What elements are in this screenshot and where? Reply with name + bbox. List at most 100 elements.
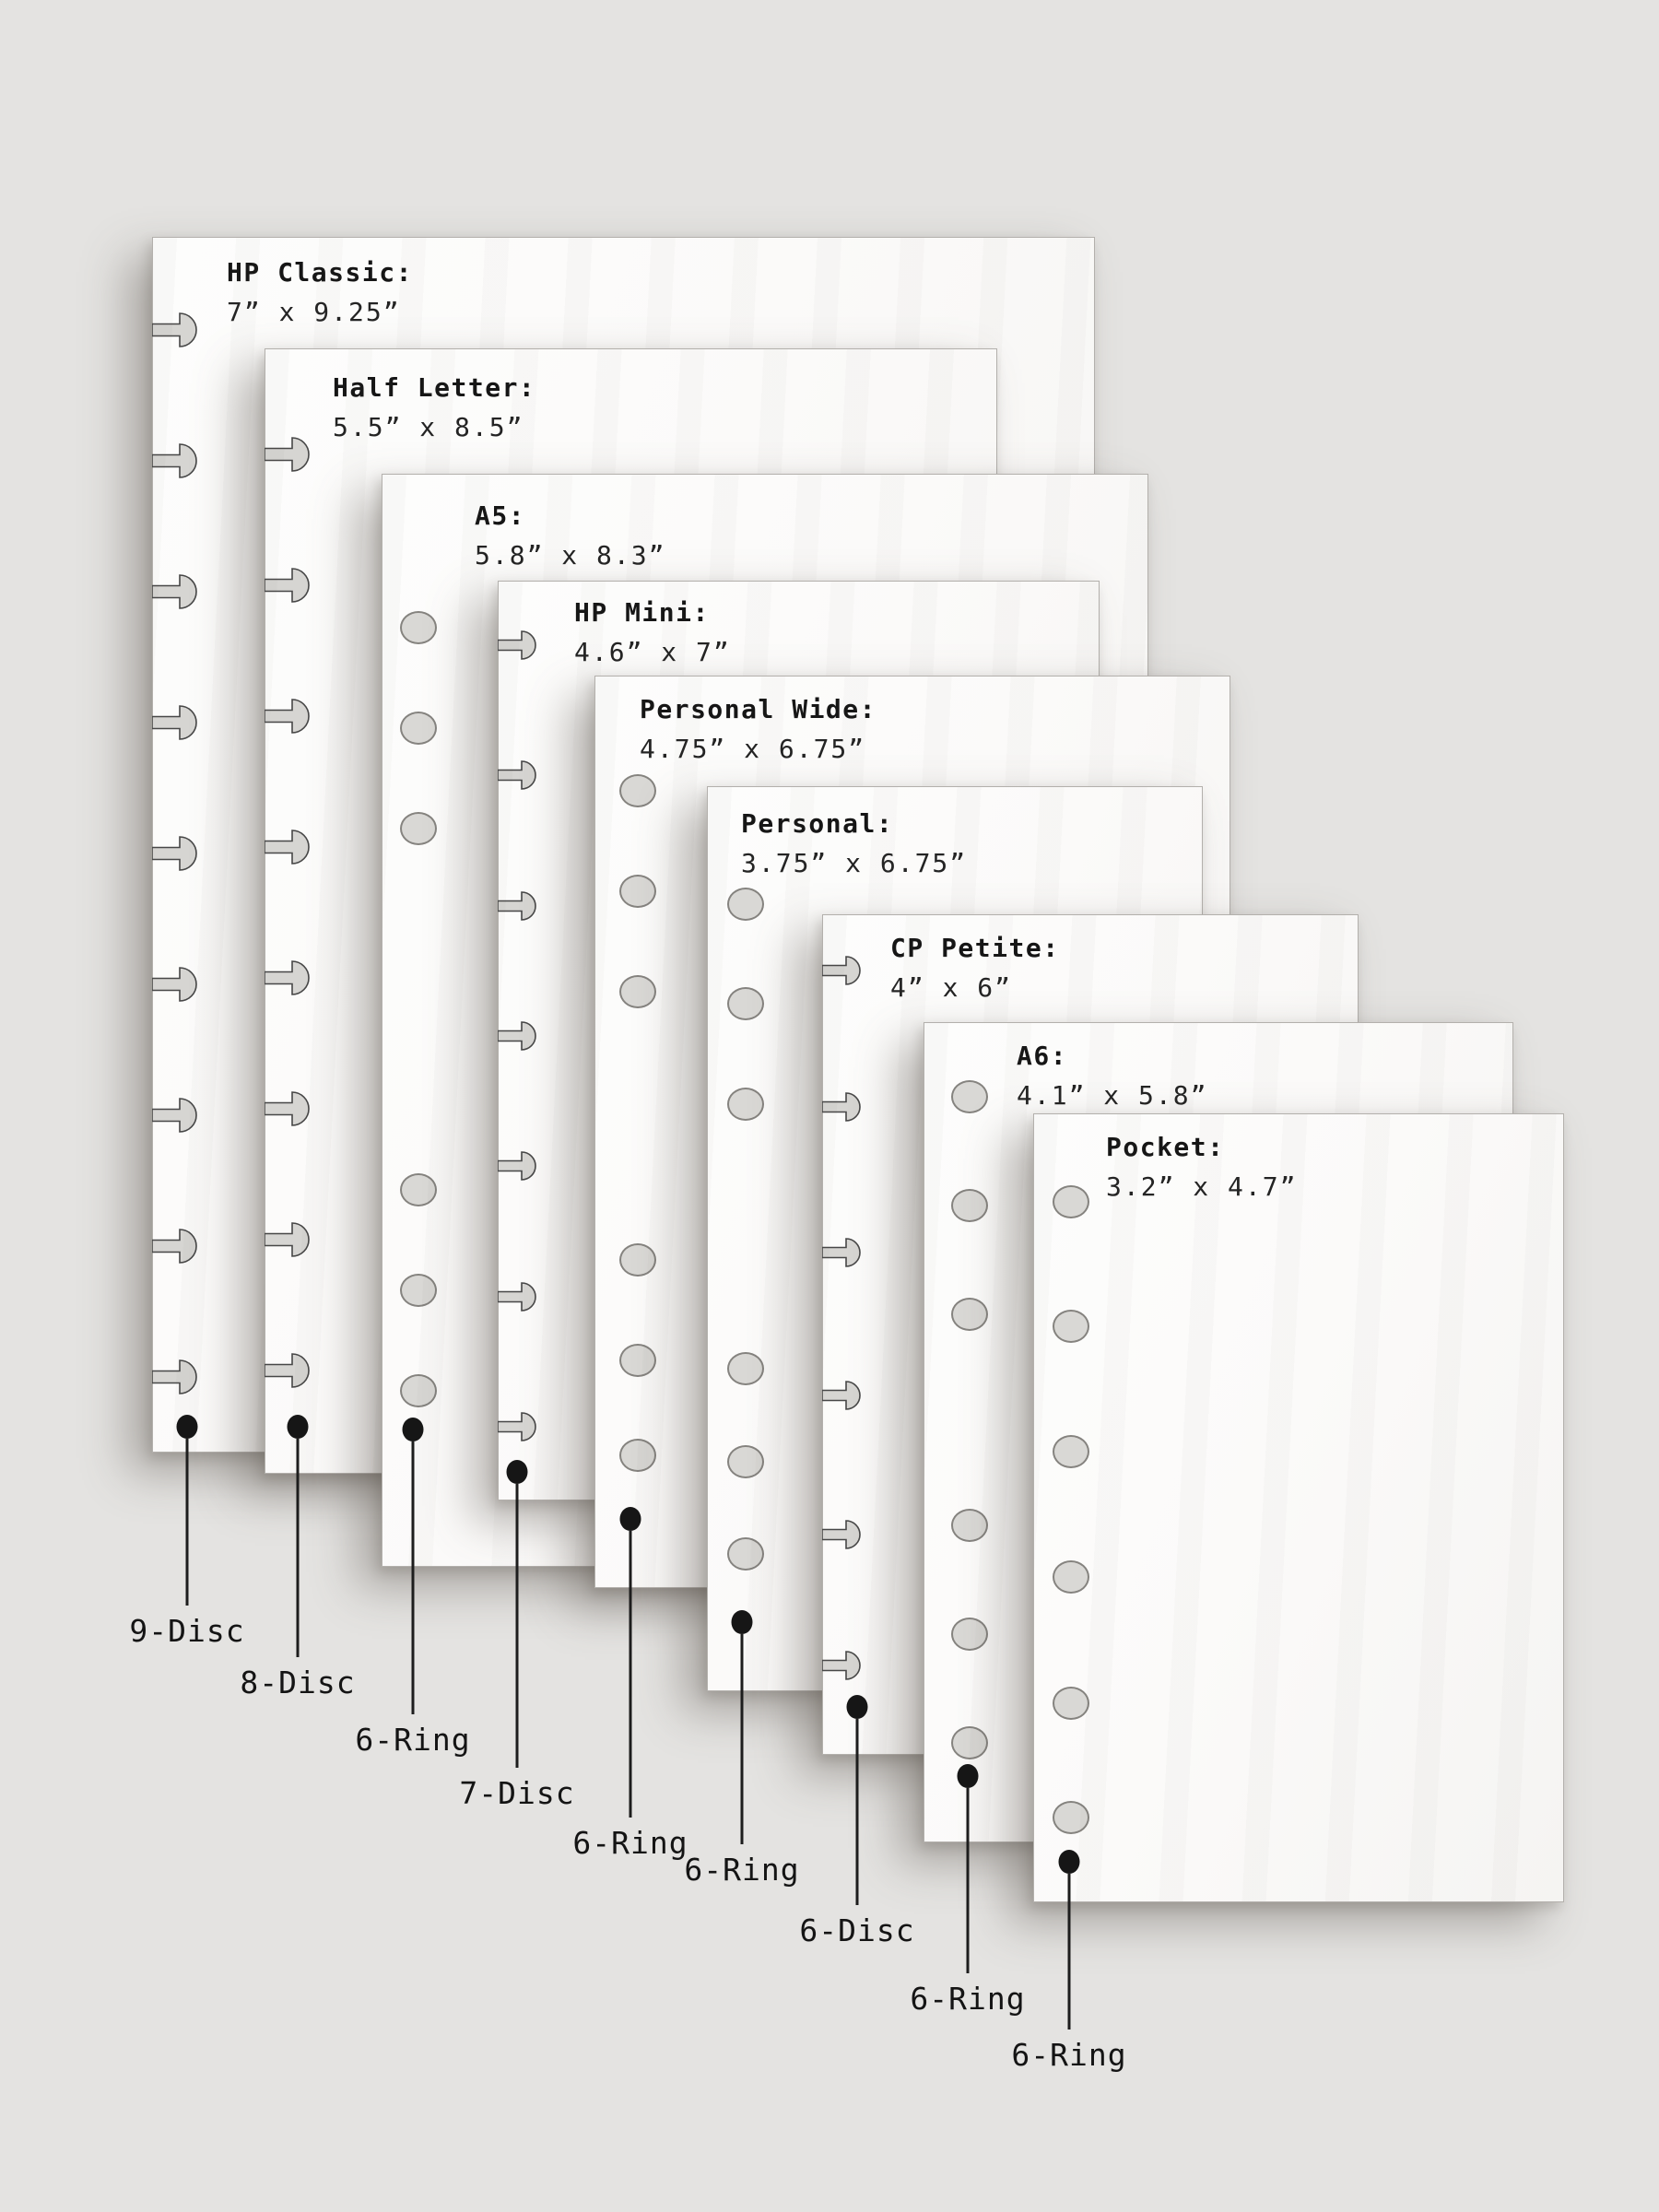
disc-hole xyxy=(152,966,200,1003)
ring-hole xyxy=(727,1088,764,1121)
page-dimensions: 5.8” x 8.3” xyxy=(475,540,666,571)
page-title: A6: xyxy=(1017,1041,1068,1071)
page-title: A5: xyxy=(475,500,526,531)
leader-dot xyxy=(731,1610,753,1634)
leader-dot xyxy=(619,1507,641,1531)
disc-hole xyxy=(822,1091,865,1123)
ring-hole xyxy=(1053,1310,1089,1343)
page-title: CP Petite: xyxy=(890,933,1060,963)
disc-hole xyxy=(822,1650,865,1681)
page-header: HP Classic: 7” x 9.25” xyxy=(227,254,413,330)
page-header: Pocket: 3.2” x 4.7” xyxy=(1106,1129,1297,1205)
leader-dot xyxy=(287,1415,309,1439)
disc-hole xyxy=(822,1380,865,1411)
ring-hole xyxy=(400,1173,437,1206)
disc-hole xyxy=(152,442,200,479)
page-title: Personal: xyxy=(741,808,894,839)
binding-label-half-letter: 8-Disc xyxy=(240,1665,356,1700)
disc-hole xyxy=(498,1411,540,1442)
disc-hole xyxy=(822,1237,865,1268)
ring-hole xyxy=(400,611,437,644)
leader-line xyxy=(411,1441,415,1714)
ring-hole xyxy=(951,1726,988,1759)
disc-hole xyxy=(265,829,312,865)
ring-hole xyxy=(951,1509,988,1542)
binding-label-a6: 6-Ring xyxy=(910,1981,1026,2017)
ring-hole xyxy=(727,888,764,921)
page-title: Pocket: xyxy=(1106,1132,1225,1162)
leader-line xyxy=(855,1719,859,1905)
binding-label-a5: 6-Ring xyxy=(355,1722,471,1758)
page-pocket: Pocket: 3.2” x 4.7” xyxy=(1033,1113,1564,1902)
disc-hole xyxy=(822,955,865,986)
disc-hole xyxy=(498,759,540,791)
ring-hole xyxy=(619,774,656,807)
ring-hole xyxy=(951,1189,988,1222)
page-title: HP Mini: xyxy=(574,597,710,628)
page-title: Half Letter: xyxy=(333,372,536,403)
disc-hole xyxy=(498,1020,540,1052)
page-title: Personal Wide: xyxy=(640,694,877,724)
page-dimensions: 5.5” x 8.5” xyxy=(333,412,524,442)
ring-hole xyxy=(951,1618,988,1651)
leader-line xyxy=(1067,1874,1071,2030)
leader-dot xyxy=(176,1415,198,1439)
page-header: Personal: 3.75” x 6.75” xyxy=(741,806,967,881)
page-title: HP Classic: xyxy=(227,257,413,288)
page-dimensions: 3.2” x 4.7” xyxy=(1106,1171,1298,1202)
hole-column xyxy=(1034,1114,1563,1901)
binding-label-cp-petite: 6-Disc xyxy=(799,1912,915,1948)
disc-hole xyxy=(265,567,312,604)
disc-hole xyxy=(265,1221,312,1258)
disc-hole xyxy=(265,1352,312,1389)
ring-hole xyxy=(727,1445,764,1478)
leader-line xyxy=(515,1484,519,1768)
ring-hole xyxy=(619,1243,656,1277)
page-header: A6: 4.1” x 5.8” xyxy=(1017,1038,1207,1113)
binding-label-personal: 6-Ring xyxy=(684,1852,800,1888)
ring-hole xyxy=(727,987,764,1020)
ring-hole xyxy=(951,1298,988,1331)
ring-hole xyxy=(619,975,656,1008)
leader-dot xyxy=(1058,1850,1080,1874)
page-dimensions: 7” x 9.25” xyxy=(227,297,401,327)
page-dimensions: 4.75” x 6.75” xyxy=(640,734,866,764)
leader-line xyxy=(740,1634,744,1844)
ring-hole xyxy=(400,712,437,745)
ring-hole xyxy=(1053,1185,1089,1218)
disc-hole xyxy=(152,1359,200,1395)
ring-hole xyxy=(400,1374,437,1407)
page-dimensions: 4” x 6” xyxy=(890,972,1013,1003)
ring-hole xyxy=(727,1537,764,1571)
ring-hole xyxy=(619,1439,656,1472)
disc-hole xyxy=(152,1097,200,1134)
page-header: A5: 5.8” x 8.3” xyxy=(475,498,665,573)
disc-hole xyxy=(152,704,200,741)
leader-line xyxy=(296,1439,300,1657)
leader-dot xyxy=(846,1695,868,1719)
leader-dot xyxy=(506,1460,528,1484)
binding-label-hp-classic: 9-Disc xyxy=(129,1613,245,1649)
ring-hole xyxy=(619,875,656,908)
leader-dot xyxy=(957,1764,979,1788)
page-header: Personal Wide: 4.75” x 6.75” xyxy=(640,691,877,767)
leader-line xyxy=(629,1531,632,1818)
page-dimensions: 3.75” x 6.75” xyxy=(741,848,968,878)
ring-hole xyxy=(1053,1801,1089,1834)
leader-dot xyxy=(402,1418,424,1441)
page-dimensions: 4.6” x 7” xyxy=(574,637,731,667)
disc-hole xyxy=(265,436,312,473)
disc-hole xyxy=(498,890,540,922)
disc-hole xyxy=(152,835,200,872)
page-header: HP Mini: 4.6” x 7” xyxy=(574,594,731,670)
disc-hole xyxy=(265,959,312,996)
page-dimensions: 4.1” x 5.8” xyxy=(1017,1080,1208,1111)
ring-hole xyxy=(727,1352,764,1385)
binding-label-personal-wide: 6-Ring xyxy=(572,1825,688,1861)
disc-hole xyxy=(152,312,200,348)
ring-hole xyxy=(619,1344,656,1377)
ring-hole xyxy=(1053,1560,1089,1594)
disc-hole xyxy=(265,1090,312,1127)
disc-hole xyxy=(498,629,540,661)
